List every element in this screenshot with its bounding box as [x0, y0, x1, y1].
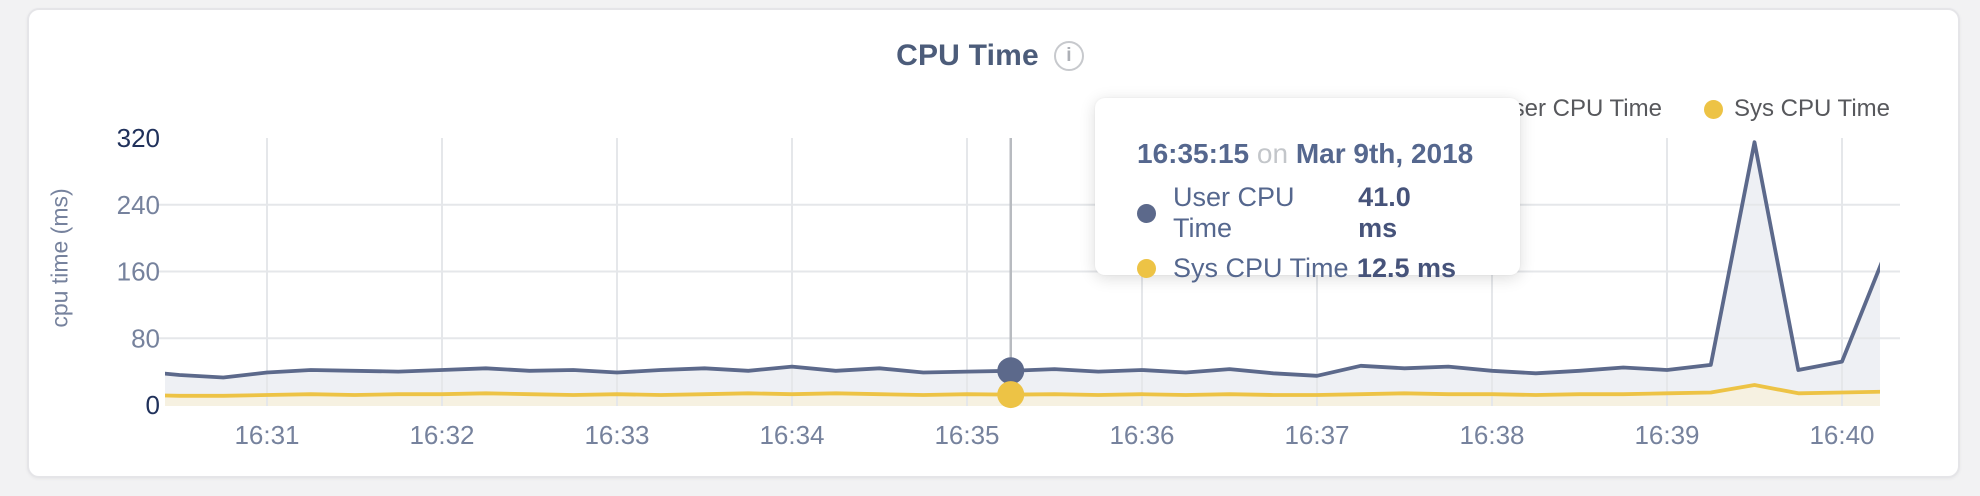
- svg-text:320: 320: [117, 123, 160, 153]
- svg-text:80: 80: [131, 323, 160, 353]
- svg-text:16:40: 16:40: [1809, 420, 1874, 450]
- legend-label: User CPU Time: [1495, 95, 1662, 122]
- user-series-dot-icon: [1137, 203, 1156, 223]
- tooltip-sys-label: Sys CPU Time: [1173, 253, 1349, 283]
- tooltip-sys-value: 12.5 ms: [1356, 253, 1456, 283]
- tooltip-row-sys: Sys CPU Time 12.5 ms: [1137, 253, 1456, 284]
- legend-label: Sys CPU Time: [1733, 95, 1890, 122]
- info-icon[interactable]: i: [1053, 41, 1084, 71]
- svg-text:16:39: 16:39: [1634, 420, 1699, 450]
- y-axis-title: cpu time (ms): [46, 188, 73, 328]
- chart-legend: User CPU Time Sys CPU Time: [1465, 95, 1890, 123]
- tooltip-user-label: User CPU Time: [1173, 182, 1295, 243]
- svg-text:16:37: 16:37: [1284, 420, 1349, 450]
- tooltip-user-value: 41.0 ms: [1358, 182, 1411, 243]
- legend-item-sys-cpu-time[interactable]: Sys CPU Time: [1703, 95, 1890, 123]
- tooltip-timestamp: 16:35:15 on Mar 9th, 2018: [1137, 138, 1473, 170]
- svg-text:160: 160: [117, 257, 160, 287]
- svg-text:16:38: 16:38: [1459, 420, 1524, 450]
- svg-text:16:36: 16:36: [1109, 420, 1174, 450]
- svg-text:16:34: 16:34: [759, 420, 824, 450]
- tooltip-time: 16:35:15: [1137, 138, 1250, 169]
- tooltip-date: Mar 9th, 2018: [1295, 138, 1474, 169]
- svg-text:16:33: 16:33: [584, 420, 649, 450]
- tooltip-on-word: on: [1256, 138, 1289, 169]
- chart-title: CPU Time: [896, 39, 1039, 72]
- svg-text:16:32: 16:32: [409, 420, 474, 450]
- svg-text:0: 0: [146, 390, 160, 420]
- sys-series-dot-icon: [1137, 259, 1156, 278]
- tooltip-row-user: User CPU Time 41.0 ms: [1137, 182, 1456, 244]
- chart-tooltip: 16:35:15 on Mar 9th, 2018 User CPU Time …: [1095, 98, 1520, 283]
- legend-dot-icon: [1703, 99, 1723, 119]
- svg-text:240: 240: [117, 190, 160, 220]
- chart-header: CPU Time i: [0, 38, 1980, 74]
- svg-text:16:31: 16:31: [234, 420, 299, 450]
- svg-text:16:35: 16:35: [934, 420, 999, 450]
